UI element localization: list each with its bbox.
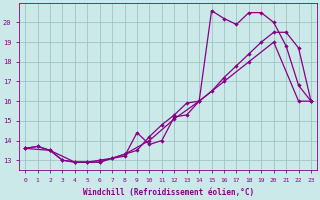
X-axis label: Windchill (Refroidissement éolien,°C): Windchill (Refroidissement éolien,°C): [83, 188, 254, 197]
